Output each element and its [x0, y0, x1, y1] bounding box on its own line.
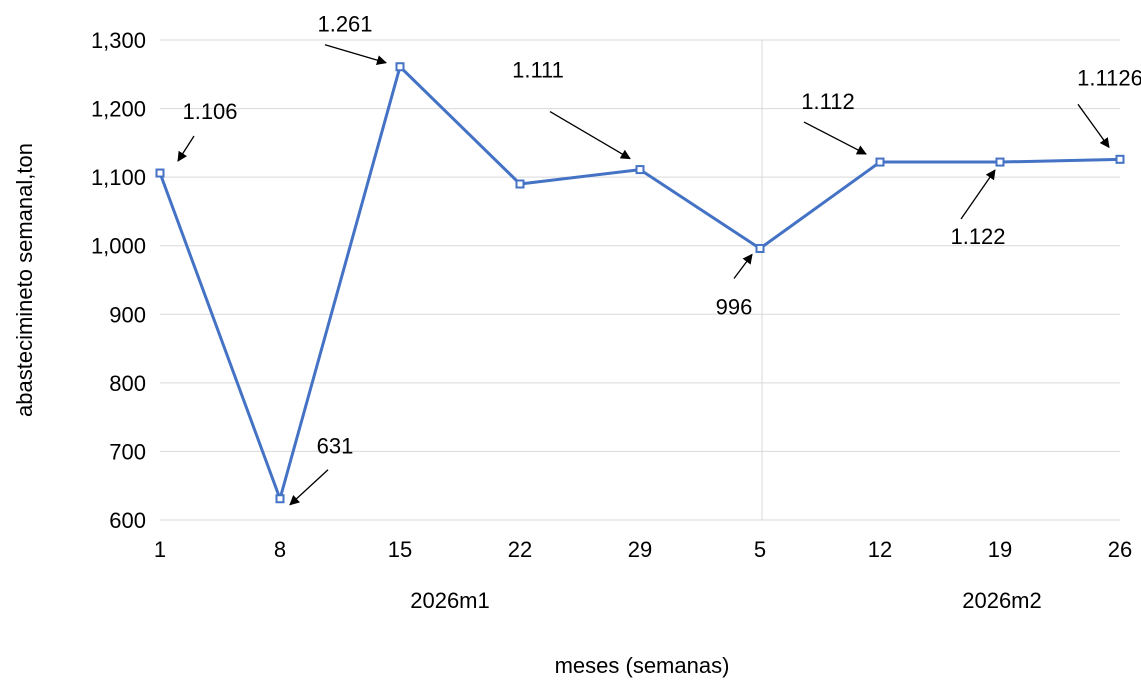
x-group-label: 2026m2: [962, 588, 1042, 613]
annotation-arrow: [324, 44, 387, 65]
data-label: 996: [716, 294, 753, 319]
y-axis-title: abastecimineto semanal,ton: [12, 143, 37, 417]
data-label: 1.1126: [1077, 65, 1141, 90]
annotation-arrow: [733, 253, 753, 279]
x-tick-label: 26: [1108, 537, 1132, 562]
data-label: 1.112: [801, 89, 854, 114]
x-tick-label: 5: [754, 537, 766, 562]
y-tick-label: 900: [109, 302, 146, 327]
gridlines: [160, 39, 1120, 521]
x-tick-label: 15: [388, 537, 412, 562]
x-tick-label: 22: [508, 537, 532, 562]
x-tick-label: 1: [154, 537, 166, 562]
y-tick-label: 1,100: [91, 165, 146, 190]
data-label: 1.261: [317, 12, 372, 37]
annotation-arrow: [803, 121, 867, 155]
y-tick-label: 800: [109, 371, 146, 396]
data-point: [635, 165, 645, 175]
data-annotations: 1.106 631 1.261 1.111 996 1.112 1.122 1.1126: [177, 12, 1141, 506]
data-point: [395, 62, 405, 72]
data-point: [755, 243, 765, 253]
y-tick-label: 600: [109, 508, 146, 533]
x-tick-label: 8: [274, 537, 286, 562]
x-axis-title: meses (semanas): [555, 653, 730, 678]
annotation-arrow: [549, 111, 631, 160]
annotation-arrow: [960, 169, 996, 220]
y-tick-label: 1,300: [91, 28, 146, 53]
data-point: [515, 179, 525, 189]
x-tick-label: 19: [988, 537, 1012, 562]
x-axis-group-labels: 2026m1 2026m2: [410, 588, 1042, 613]
data-label: 1.122: [950, 224, 1005, 249]
x-tick-label: 12: [868, 537, 892, 562]
y-tick-label: 700: [109, 439, 146, 464]
y-axis-tick-labels: 600 700 800 900 1,000 1,100 1,200 1,300: [91, 28, 146, 533]
x-group-label: 2026m1: [410, 588, 490, 613]
data-series: [155, 62, 1125, 504]
data-point: [995, 157, 1005, 167]
x-axis-tick-labels: 1 8 15 22 29 5 12 19 26: [154, 537, 1132, 562]
annotation-arrow: [289, 469, 329, 506]
data-label: 631: [317, 434, 354, 459]
y-tick-label: 1,000: [91, 234, 146, 259]
data-point: [875, 157, 885, 167]
data-point: [1115, 154, 1125, 164]
data-point: [155, 168, 165, 178]
annotation-arrow: [1077, 103, 1110, 149]
y-tick-label: 1,200: [91, 97, 146, 122]
annotation-arrow: [177, 135, 195, 162]
data-label: 1.111: [512, 58, 564, 83]
data-label: 1.106: [182, 99, 237, 124]
series-line: [158, 65, 1121, 501]
x-tick-label: 29: [628, 537, 652, 562]
data-point: [275, 494, 285, 504]
